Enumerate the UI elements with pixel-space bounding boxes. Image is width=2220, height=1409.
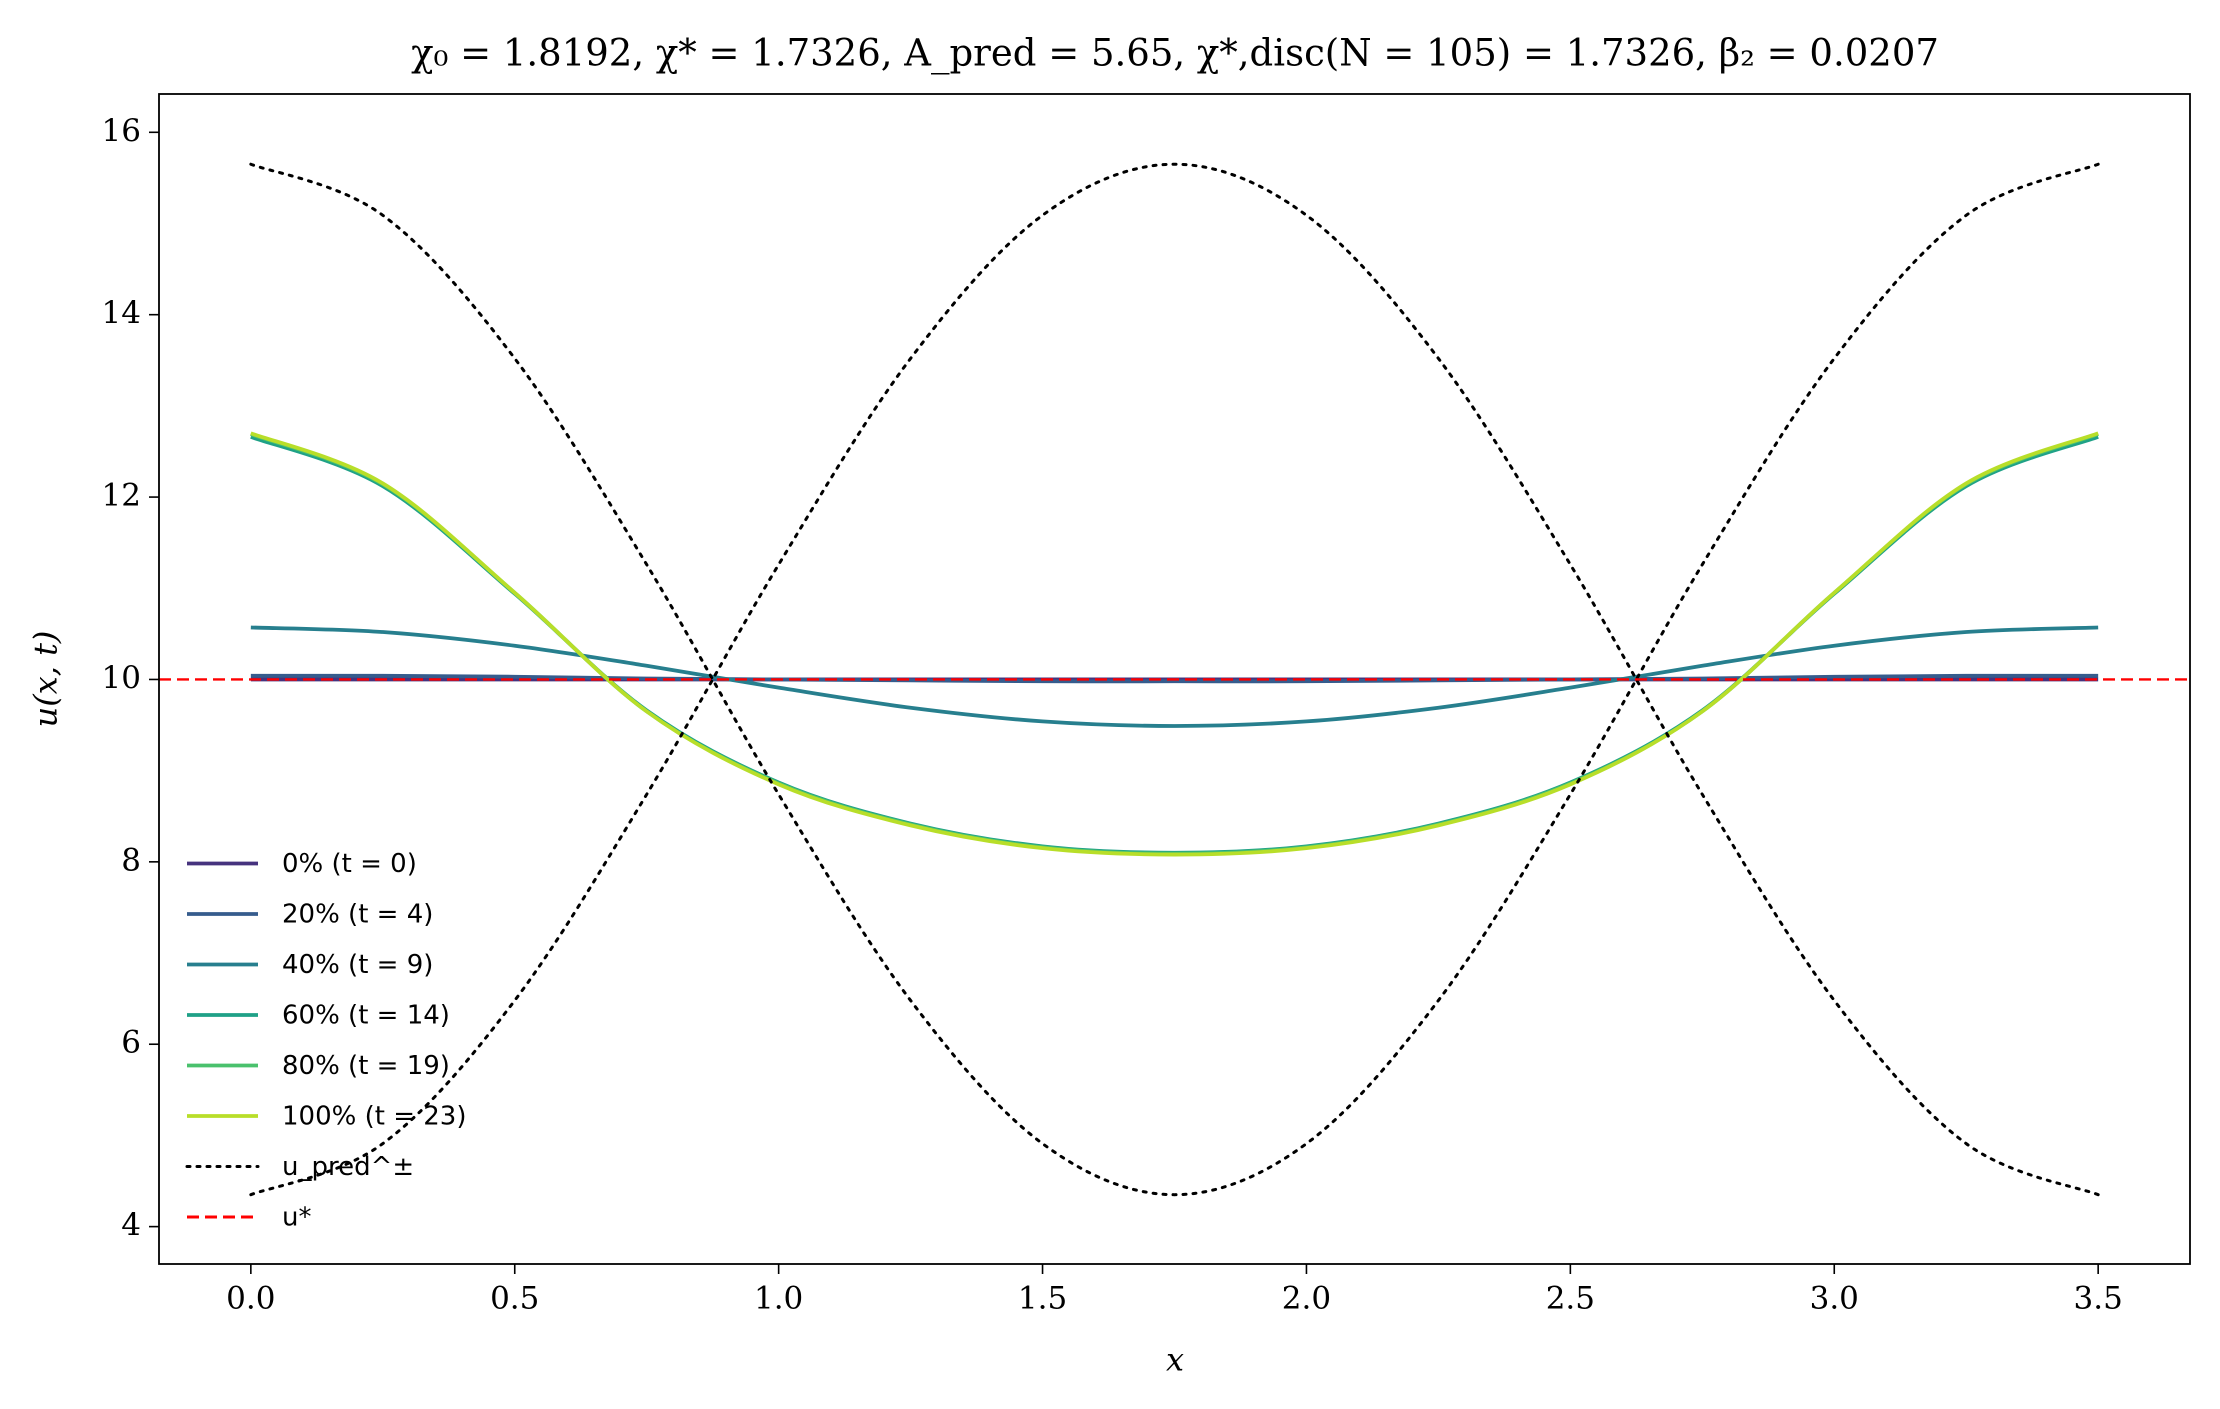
x-tick-label: 1.0 (754, 1281, 803, 1317)
legend-label: 0% (t = 0) (282, 849, 417, 879)
legend-label: 80% (t = 19) (282, 1051, 450, 1081)
x-tick-label: 2.0 (1282, 1281, 1331, 1317)
series-line (249, 162, 2100, 1197)
legend: 0% (t = 0) 20% (t = 4) 40% (t = 9) 60% (t =… (185, 849, 466, 1233)
x-axis-label: x (1166, 1341, 1184, 1379)
chart-title: χ₀ = 1.8192, χ* = 1.7326, A_pred = 5.65,… (411, 32, 1939, 76)
legend-label: 20% (t = 4) (282, 900, 433, 930)
legend-label: u_pred^± (282, 1152, 414, 1182)
y-tick-label: 14 (102, 295, 141, 331)
x-tick-label: 3.0 (1810, 1281, 1859, 1317)
legend-label: 40% (t = 9) (282, 950, 433, 980)
series-line (250, 431, 2099, 857)
series-line (249, 162, 2100, 1197)
y-tick-label: 10 (102, 660, 141, 696)
y-tick-label: 6 (121, 1025, 141, 1061)
y-tick-label: 16 (102, 113, 141, 149)
plot-area (159, 162, 2190, 1197)
x-tick-label: 2.5 (1546, 1281, 1595, 1317)
legend-label: 100% (t = 23) (282, 1102, 466, 1132)
series-line (250, 625, 2099, 728)
y-tick-label: 12 (102, 478, 141, 514)
series-line (250, 673, 2099, 684)
legend-label: u* (282, 1203, 311, 1233)
y-tick-label: 8 (121, 842, 141, 878)
x-tick-label: 0.5 (490, 1281, 539, 1317)
y-axis-label: u(x, t) (27, 631, 65, 728)
x-tick-label: 0.0 (226, 1281, 275, 1317)
axes: 0.0 0.5 1.0 1.5 2.0 2.5 3.0 3.5 4 6 8 10 12 14 16 (102, 93, 2191, 1317)
y-tick-label: 4 (121, 1207, 141, 1243)
x-tick-label: 1.5 (1018, 1281, 1067, 1317)
x-tick-label: 3.5 (2074, 1281, 2123, 1317)
legend-label: 60% (t = 14) (282, 1001, 450, 1031)
plot-frame (158, 93, 2191, 1265)
